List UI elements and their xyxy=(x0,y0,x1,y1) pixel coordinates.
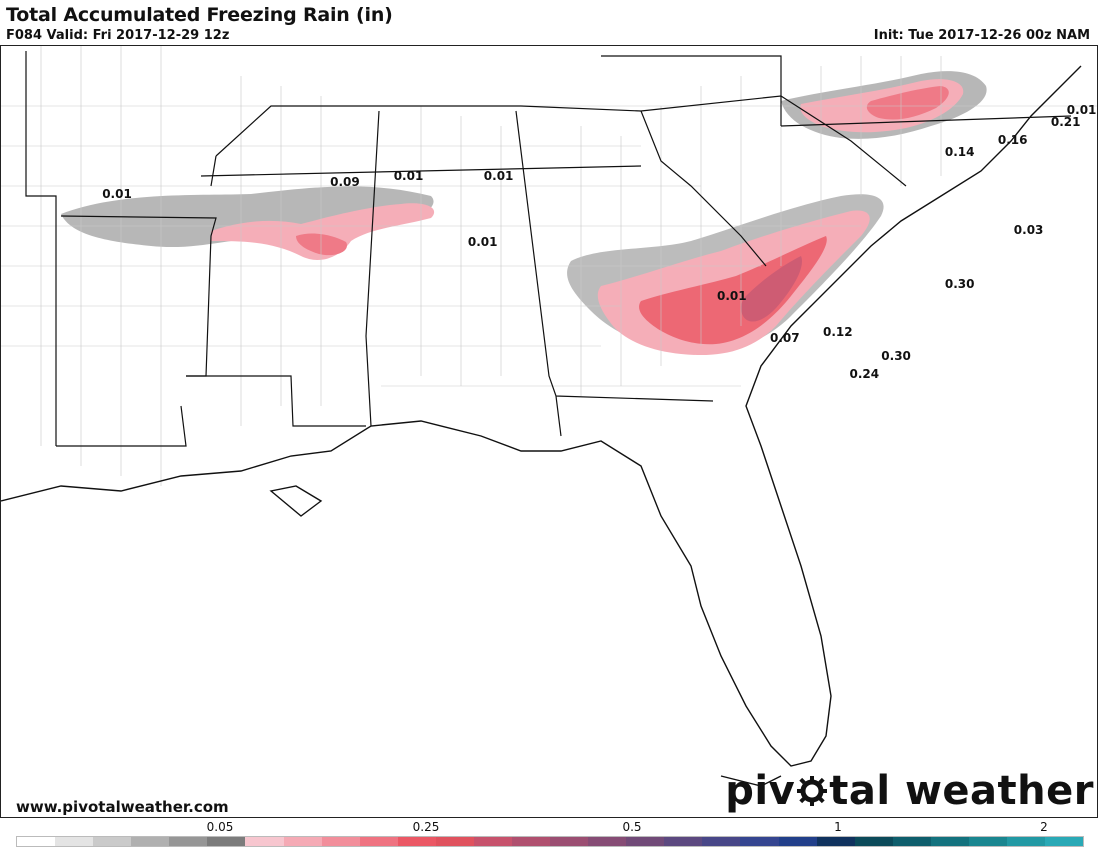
valid-time: F084 Valid: Fri 2017-12-29 12z xyxy=(6,28,230,43)
value-label: 0.24 xyxy=(849,367,879,381)
colorbar-swatch xyxy=(283,837,322,846)
colorbar-tick: 0.05 xyxy=(206,820,234,834)
value-label: 0.07 xyxy=(770,331,800,345)
shading-band-southeast-dark xyxy=(740,256,802,322)
colorbar-swatch xyxy=(321,837,360,846)
value-label: 0.01 xyxy=(484,169,514,183)
shading-band-west-red xyxy=(296,233,347,256)
value-label: 0.21 xyxy=(1051,115,1081,129)
colorbar-tick: 0.25 xyxy=(412,820,440,834)
colorbar-swatch xyxy=(1007,837,1046,846)
shading-band-west xyxy=(61,186,434,248)
map-panel[interactable]: 0.01 0.09 0.01 0.01 0.01 0.01 0.07 0.12 0.24 0.30… xyxy=(0,45,1098,818)
colorbar-swatch xyxy=(702,837,741,846)
value-label: 0.09 xyxy=(330,175,360,189)
colorbar-swatch xyxy=(131,837,170,846)
brand-logo: piv tal weather xyxy=(725,768,1094,814)
freezing-rain-shading xyxy=(61,71,987,356)
value-label: 0.03 xyxy=(1014,223,1044,237)
colorbar xyxy=(16,836,1084,847)
colorbar-ticks: 0.05 0.25 0.5 1 2 xyxy=(0,820,1100,834)
colorbar-swatch xyxy=(169,837,208,846)
map-canvas: 0.010.09 0.01 0.010.010.010.07 0.120.240.30… xyxy=(1,46,1097,787)
colorbar-swatch xyxy=(207,837,246,846)
colorbar-swatch xyxy=(17,837,56,846)
colorbar-tick: 1 xyxy=(834,820,842,834)
county-lines xyxy=(1,46,1097,486)
colorbar-swatch xyxy=(816,837,855,846)
colorbar-swatch xyxy=(55,837,94,846)
value-label: 0.01 xyxy=(102,187,132,201)
site-url[interactable]: www.pivotalweather.com xyxy=(16,798,229,816)
value-label: 0.01 xyxy=(717,289,747,303)
colorbar-swatch xyxy=(473,837,513,846)
shading-band-west-pink xyxy=(211,203,435,261)
state-borders xyxy=(25,51,1072,447)
value-label: 0.14 xyxy=(945,145,975,159)
colorbar-tick: 2 xyxy=(1040,820,1048,834)
colorbar-swatch xyxy=(588,837,627,846)
colorbar-swatch xyxy=(968,837,1008,846)
value-label: 0.16 xyxy=(998,133,1028,147)
colorbar-swatch xyxy=(1045,837,1084,846)
brand-text-left: piv xyxy=(725,768,796,814)
colorbar-swatch xyxy=(93,837,132,846)
colorbar-tick: 0.5 xyxy=(622,820,642,834)
colorbar-swatch xyxy=(359,837,398,846)
colorbar-swatch xyxy=(626,837,665,846)
colorbar-swatch xyxy=(930,837,969,846)
colorbar-swatch xyxy=(435,837,474,846)
gear-icon xyxy=(797,770,828,806)
colorbar-swatch xyxy=(892,837,931,846)
shading-band-southeast-red xyxy=(639,236,827,345)
coastline xyxy=(1,65,1082,787)
value-label: 0.12 xyxy=(823,325,853,339)
colorbar-swatch xyxy=(245,837,284,846)
value-label: 0.30 xyxy=(945,277,975,291)
colorbar-swatch xyxy=(664,837,703,846)
colorbar-swatch xyxy=(740,837,779,846)
init-time: Init: Tue 2017-12-26 00z NAM xyxy=(873,28,1090,43)
colorbar-swatch xyxy=(854,837,893,846)
value-label: 0.30 xyxy=(881,349,911,363)
value-labels: 0.010.09 0.01 0.010.010.010.07 0.120.240.30… xyxy=(102,103,1096,381)
colorbar-swatch xyxy=(512,837,551,846)
value-label: 0.01 xyxy=(1067,103,1097,117)
value-label: 0.01 xyxy=(468,235,498,249)
colorbar-swatch xyxy=(550,837,589,846)
value-label: 0.01 xyxy=(394,169,424,183)
map-title: Total Accumulated Freezing Rain (in) xyxy=(6,4,393,26)
shading-band-nc-red xyxy=(866,86,949,120)
colorbar-swatch xyxy=(778,837,817,846)
colorbar-swatch xyxy=(397,837,436,846)
brand-text-right: tal weather xyxy=(829,768,1094,814)
